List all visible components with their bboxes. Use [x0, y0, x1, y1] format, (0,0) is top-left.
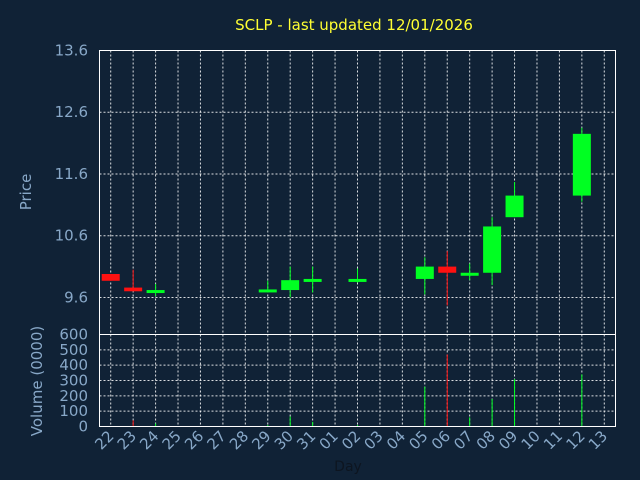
candle-body [415, 266, 434, 279]
candle-body [505, 195, 524, 218]
volume-y-tick-label: 100 [59, 402, 88, 420]
price-y-tick-label: 12.6 [55, 103, 88, 121]
price-grid [99, 50, 616, 335]
volume-y-tick-label: 300 [59, 372, 88, 390]
candle-body [438, 266, 457, 273]
candle-body [146, 290, 165, 294]
x-tick-labels: 2223242526272829303101020304050607080910… [91, 427, 611, 453]
candle-body [281, 280, 300, 291]
x-tick-label: 13 [585, 427, 611, 453]
candle-body [572, 133, 591, 196]
candle-body [124, 287, 143, 292]
price-axis-label: Price [17, 174, 35, 211]
x-axis-label: Day [334, 459, 362, 475]
price-y-tick-label: 10.6 [55, 227, 88, 245]
chart-title: SCLP - last updated 12/01/2026 [235, 16, 473, 34]
candle-body [303, 278, 322, 282]
volume-y-tick-label: 400 [59, 356, 88, 374]
price-y-tick-labels: 9.6 10.6 11.6 12.6 13.6 [55, 42, 88, 307]
candles [101, 127, 591, 306]
candle-body [101, 273, 120, 281]
candle-body [348, 278, 367, 282]
volume-y-tick-label: 500 [59, 341, 88, 359]
volume-grid [99, 334, 616, 427]
volume-y-tick-label: 600 [59, 326, 88, 344]
volume-panel-frame [99, 334, 616, 427]
volume-y-tick-label: 0 [78, 418, 88, 436]
candle-body [483, 226, 502, 273]
candle-body [258, 289, 277, 293]
volume-y-tick-label: 200 [59, 387, 88, 405]
price-y-tick-label: 11.6 [55, 165, 88, 183]
volume-bars [132, 354, 583, 427]
volume-axis-label: Volume (0000) [28, 326, 46, 436]
price-y-tick-label: 13.6 [55, 42, 88, 60]
price-y-tick-label: 9.6 [64, 288, 88, 306]
candle-body [460, 272, 479, 276]
